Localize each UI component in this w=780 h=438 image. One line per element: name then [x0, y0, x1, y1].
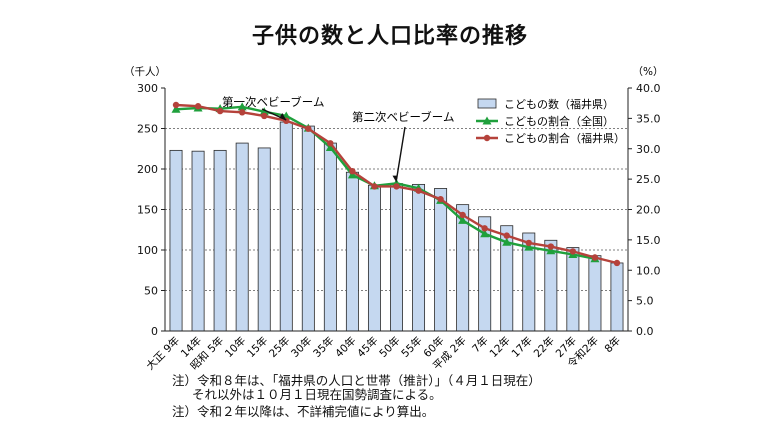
marker-circle	[238, 109, 246, 116]
category-label: 大正 9年	[144, 334, 183, 373]
note-2: それ以外は１０月１日現在国勢調査による。	[192, 387, 442, 402]
bar-children-0	[169, 149, 183, 332]
marker-circle	[216, 107, 224, 115]
marker-circle	[194, 103, 202, 110]
legend-label: こどもの割合（全国）	[504, 114, 614, 128]
bar-children-8	[345, 171, 359, 332]
marker-circle	[459, 211, 466, 219]
bar-children-10	[390, 183, 403, 332]
annotation-first-baby-boom: 第一次ベビーブーム	[222, 95, 324, 109]
marker-circle	[525, 239, 532, 247]
legend-marker	[483, 134, 491, 142]
category-label: 12年	[487, 334, 513, 360]
right-tick-label: 10.0	[636, 264, 661, 277]
bar-children-2	[213, 149, 227, 332]
note-1: 注）令和８年は、「福井県の人口と世帯（推計）」（４月１日現在）	[172, 373, 541, 388]
legend: こどもの数（福井県） こどもの割合（全国） こどもの割合（福井県）	[476, 97, 625, 145]
marker-triangle	[237, 102, 247, 111]
category-label: 35年	[310, 334, 336, 360]
marker-circle	[547, 243, 555, 250]
category-label: 17年	[509, 334, 535, 360]
bar-children-19	[588, 255, 602, 332]
marker-circle	[613, 259, 621, 267]
marker-circle	[349, 168, 356, 175]
bar-series	[169, 121, 624, 332]
marker-triangle	[480, 229, 490, 238]
marker-circle	[261, 112, 268, 120]
marker-triangle	[171, 104, 181, 113]
marker-circle	[327, 140, 334, 147]
category-label: 30年	[288, 334, 314, 360]
note-3: 注）令和２年以降は、不詳補完値により算出。	[172, 404, 435, 419]
marker-circle	[569, 248, 577, 255]
bar-children-5	[279, 121, 293, 332]
marker-triangle	[502, 237, 512, 246]
left-tick-label: 250	[137, 123, 158, 136]
marker-circle	[481, 225, 488, 232]
category-label: 15年	[244, 334, 270, 360]
category-label: 25年	[266, 334, 292, 360]
chart-title: 子供の数と人口比率の推移	[251, 24, 528, 49]
category-label: 10年	[222, 334, 248, 360]
line-national	[175, 105, 596, 260]
marker-triangle	[458, 215, 468, 224]
legend-marker	[482, 116, 492, 125]
category-label: 40年	[332, 334, 358, 360]
marker-circle	[393, 183, 400, 190]
marker-circle	[305, 125, 312, 132]
legend-swatch-bar	[477, 98, 497, 109]
right-tick-label: 40.0	[636, 82, 661, 95]
left-axis-unit: （千人）	[124, 66, 166, 78]
bar-children-4	[257, 147, 271, 332]
marker-circle	[172, 101, 180, 109]
marker-triangle	[524, 242, 534, 251]
marker-circle	[437, 195, 444, 203]
left-tick-label: 100	[137, 244, 158, 257]
arrowhead-2	[392, 175, 398, 183]
bar-children-1	[191, 150, 205, 332]
left-tick-label: 300	[137, 82, 158, 95]
right-tick-label: 35.0	[636, 112, 661, 125]
bar-children-11	[412, 183, 426, 332]
bar-children-18	[566, 247, 580, 332]
marker-circle	[371, 183, 378, 190]
left-tick-label: 150	[137, 204, 158, 217]
arrowhead-1	[279, 113, 287, 121]
category-label: 50年	[377, 334, 403, 360]
right-tick-label: 25.0	[636, 173, 661, 186]
right-tick-label: 20.0	[636, 204, 661, 217]
axes	[161, 87, 632, 332]
left-tick-label: 0	[151, 325, 158, 338]
marker-circle	[591, 254, 599, 261]
bar-children-6	[301, 125, 315, 332]
annotation-second-baby-boom: 第二次ベビーブーム	[352, 110, 454, 124]
right-tick-label: 0.0	[636, 325, 654, 338]
bar-children-9	[367, 184, 381, 332]
left-tick-label: 200	[137, 163, 158, 176]
right-tick-label: 30.0	[636, 143, 661, 156]
category-label: 45年	[354, 334, 380, 360]
category-label: 55年	[399, 334, 425, 360]
category-label: 8年	[602, 334, 623, 355]
marker-circle	[503, 232, 510, 239]
marker-circle	[415, 187, 422, 194]
bar-children-7	[323, 142, 337, 332]
legend-label: こどもの割合（福井県）	[504, 131, 625, 145]
marker-triangle	[325, 143, 335, 152]
annotation-arrow-2	[395, 126, 406, 180]
legend-label: こどもの数（福井県）	[504, 97, 614, 111]
right-tick-label: 15.0	[636, 234, 661, 247]
bar-children-20	[610, 262, 624, 332]
bar-children-12	[434, 188, 448, 332]
left-tick-label: 50	[144, 285, 158, 298]
marker-triangle	[546, 246, 556, 255]
bar-children-3	[235, 142, 249, 332]
right-axis-unit: （%）	[633, 66, 664, 78]
marker-triangle	[259, 107, 269, 116]
right-tick-label: 5.0	[636, 295, 654, 308]
category-label: 22年	[531, 334, 557, 360]
